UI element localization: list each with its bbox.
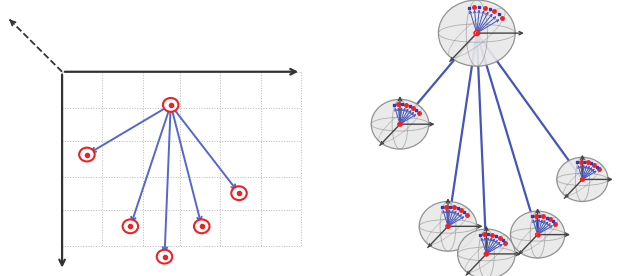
Circle shape <box>79 148 95 161</box>
Circle shape <box>163 98 179 112</box>
Circle shape <box>231 186 247 200</box>
Circle shape <box>484 252 488 256</box>
Circle shape <box>446 225 450 228</box>
Circle shape <box>419 201 477 251</box>
Circle shape <box>398 123 402 126</box>
Circle shape <box>458 229 515 276</box>
Circle shape <box>511 211 565 258</box>
Circle shape <box>371 99 429 149</box>
Circle shape <box>557 157 608 201</box>
Circle shape <box>194 219 209 233</box>
Circle shape <box>157 250 172 264</box>
Circle shape <box>536 233 540 236</box>
Circle shape <box>123 219 138 233</box>
Circle shape <box>580 178 584 181</box>
Circle shape <box>438 0 515 66</box>
Circle shape <box>474 31 479 35</box>
